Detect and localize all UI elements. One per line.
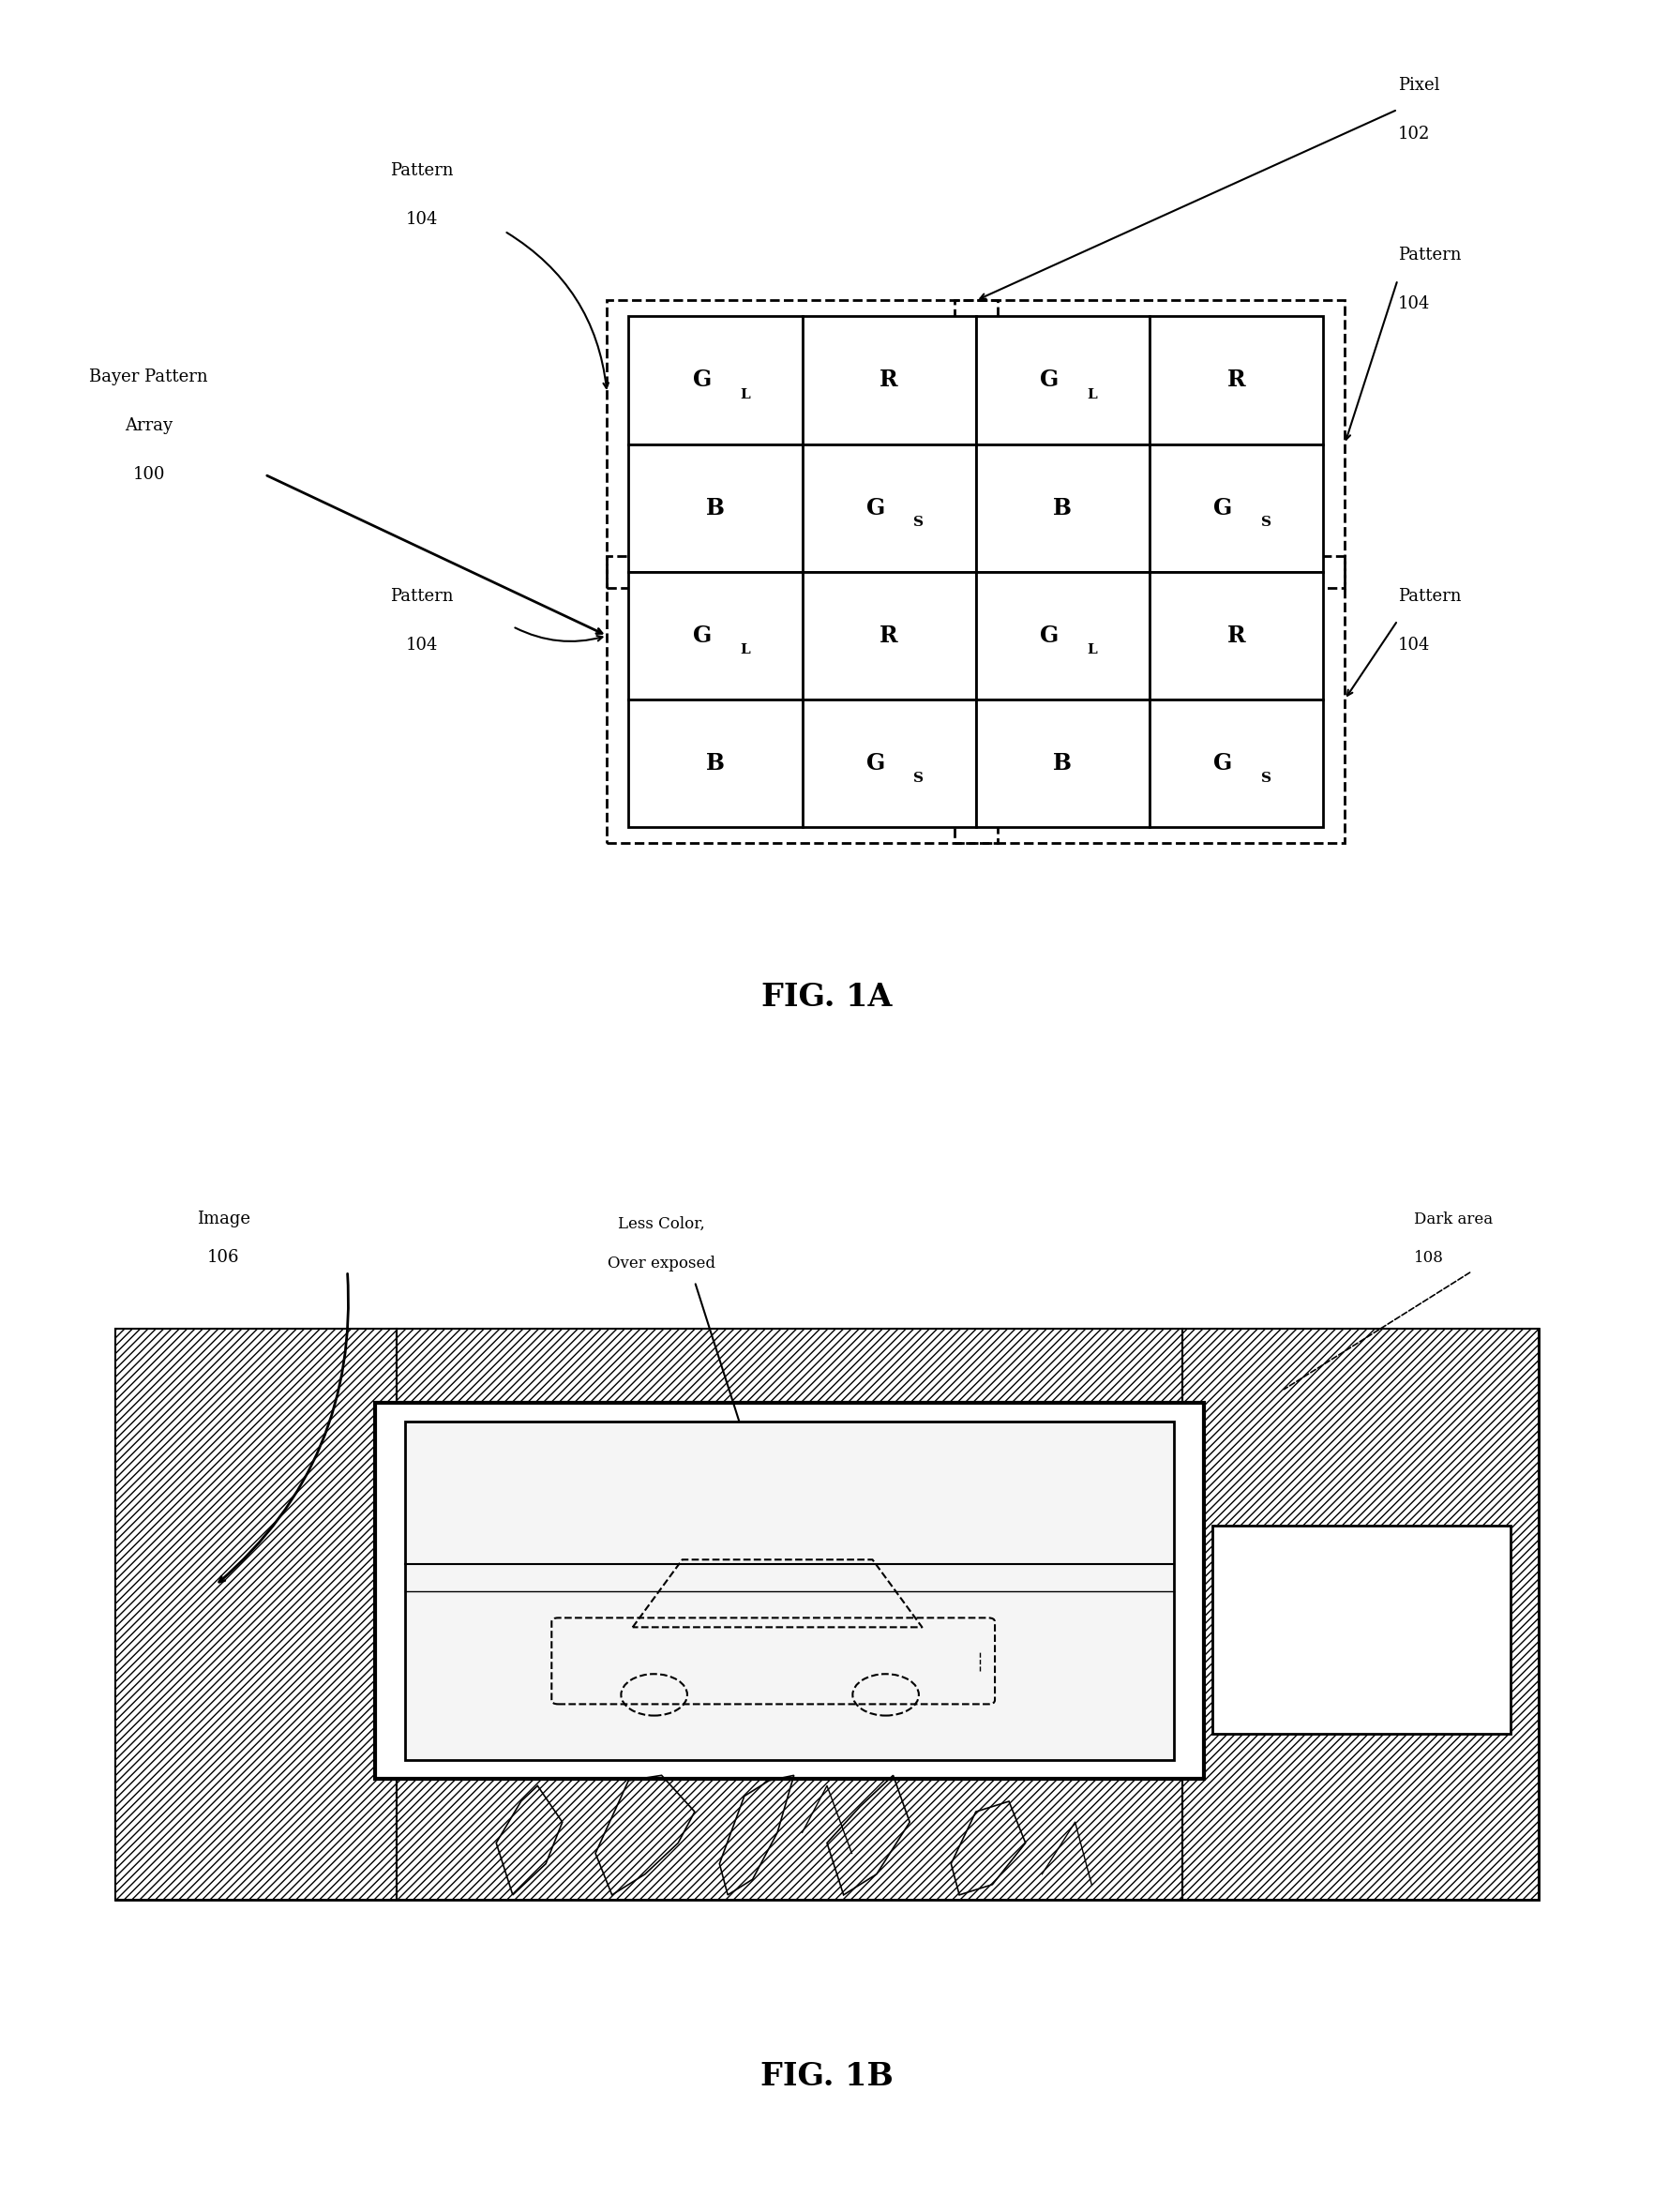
Text: G: G: [693, 624, 711, 646]
Text: S: S: [1260, 515, 1272, 529]
Text: 104: 104: [1398, 637, 1429, 653]
Text: 104: 104: [405, 637, 438, 653]
Bar: [629, 316, 802, 445]
Bar: [397, 1765, 1183, 1900]
Bar: [1150, 699, 1323, 827]
Text: L: L: [739, 644, 751, 657]
Text: Bright Area: Bright Area: [723, 1546, 824, 1564]
Text: R: R: [880, 624, 898, 646]
Text: S: S: [913, 515, 925, 529]
Text: Image: Image: [197, 1210, 250, 1228]
Text: 106: 106: [207, 1250, 240, 1265]
Text: G: G: [693, 369, 711, 392]
Bar: [976, 316, 1150, 445]
Text: Bayer Pattern: Bayer Pattern: [89, 369, 208, 385]
Text: FIG. 1B: FIG. 1B: [761, 2062, 893, 2093]
Text: 104: 104: [1398, 296, 1429, 312]
Text: 102: 102: [1398, 126, 1429, 142]
Bar: [976, 573, 1150, 699]
Bar: [116, 1327, 397, 1900]
Text: G: G: [867, 752, 885, 774]
Text: B: B: [706, 498, 724, 520]
Text: G: G: [1214, 752, 1232, 774]
Text: G: G: [1040, 369, 1059, 392]
Bar: [954, 555, 1345, 843]
Bar: [1150, 573, 1323, 699]
Text: L: L: [739, 389, 751, 400]
Text: Array: Array: [126, 418, 172, 434]
Text: R: R: [1227, 369, 1245, 392]
Bar: [1150, 316, 1323, 445]
Bar: [802, 573, 976, 699]
Bar: [976, 699, 1150, 827]
Bar: [397, 1327, 1183, 1416]
Bar: [802, 445, 976, 573]
Text: R: R: [1227, 624, 1245, 646]
Bar: [116, 1327, 1538, 1900]
Bar: [629, 573, 802, 699]
Bar: [629, 445, 802, 573]
Text: R: R: [880, 369, 898, 392]
Bar: [405, 1422, 1174, 1761]
Text: B: B: [1054, 498, 1072, 520]
Bar: [375, 1402, 1204, 1778]
Text: G: G: [1040, 624, 1059, 646]
Text: Over exposed: Over exposed: [607, 1256, 716, 1272]
Bar: [802, 316, 976, 445]
Text: G: G: [1214, 498, 1232, 520]
Text: 104: 104: [405, 210, 438, 228]
Text: 108: 108: [1414, 1250, 1444, 1265]
Text: L: L: [1087, 644, 1098, 657]
Text: Pattern: Pattern: [390, 588, 453, 604]
Text: B: B: [706, 752, 724, 774]
Text: Dark area: Dark area: [1414, 1212, 1494, 1228]
Bar: [607, 301, 997, 588]
Text: 110: 110: [758, 1582, 789, 1599]
Text: B: B: [1054, 752, 1072, 774]
Text: Pattern: Pattern: [1398, 588, 1460, 604]
Bar: [607, 555, 997, 843]
Text: Pixel: Pixel: [1398, 77, 1439, 93]
Text: L: L: [1087, 389, 1098, 400]
Text: G: G: [867, 498, 885, 520]
Text: 100: 100: [132, 467, 165, 482]
Text: Pattern: Pattern: [1398, 248, 1460, 263]
Bar: [1150, 445, 1323, 573]
Text: S: S: [913, 772, 925, 785]
Bar: [629, 699, 802, 827]
Text: Less Color,: Less Color,: [619, 1217, 705, 1232]
Bar: [1212, 1526, 1510, 1734]
Bar: [802, 699, 976, 827]
Text: Pattern: Pattern: [390, 161, 453, 179]
Text: FIG. 1A: FIG. 1A: [761, 982, 893, 1013]
Bar: [976, 445, 1150, 573]
Bar: [954, 301, 1345, 588]
Text: S: S: [1260, 772, 1272, 785]
Bar: [1183, 1327, 1538, 1900]
